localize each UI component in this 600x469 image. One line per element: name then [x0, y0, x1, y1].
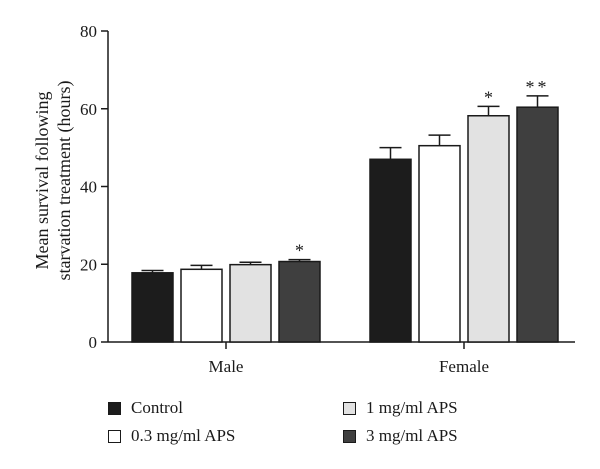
bar: [467, 114, 510, 343]
legend-swatch-3mg: [343, 429, 356, 443]
significance-marker: *: [484, 87, 493, 107]
legend-item-0-3mg: 0.3 mg/ml APS: [108, 424, 235, 448]
bar: [369, 158, 412, 343]
axis-labels: Mean survival following starvation treatm…: [32, 81, 75, 281]
legend-label-0-3mg: 0.3 mg/ml APS: [131, 426, 236, 445]
y-tick-label: 20: [80, 255, 97, 274]
bar: [418, 144, 461, 343]
legend-label-3mg: 3 mg/ml APS: [366, 426, 458, 445]
x-axis: Male Female: [108, 341, 575, 376]
bars: ****: [131, 77, 559, 343]
legend-label-1mg: 1 mg/ml APS: [366, 398, 458, 417]
legend-item-control: Control: [108, 396, 183, 420]
legend-label-control: Control: [131, 398, 183, 417]
legend-item-1mg: 1 mg/ml APS: [343, 396, 458, 420]
legend-item-3mg: 3 mg/ml APS: [343, 424, 458, 448]
y-tick-label: 60: [80, 100, 97, 119]
legend-swatch-control: [108, 401, 121, 415]
bar: [131, 272, 174, 343]
y-axis-title: Mean survival following starvation treatm…: [32, 81, 75, 281]
legend-swatch-0-3mg: [108, 429, 121, 443]
bar: [278, 260, 321, 343]
legend-swatch-1mg: [343, 401, 356, 415]
y-tick-label: 40: [80, 178, 97, 197]
x-category-label: Male: [209, 357, 244, 376]
bar: [229, 263, 272, 343]
x-category-label: Female: [439, 357, 489, 376]
y-tick-label: 80: [80, 22, 97, 41]
legend: Control 1 mg/ml APS 0.3 mg/ml APS 3 mg/m…: [108, 396, 528, 452]
y-tick-label: 0: [89, 333, 98, 352]
bar: [516, 106, 559, 343]
significance-marker: *: [295, 241, 304, 261]
y-axis: 0 20 40 60 80: [80, 22, 109, 352]
bar: [180, 268, 223, 343]
significance-marker: **: [526, 77, 550, 97]
